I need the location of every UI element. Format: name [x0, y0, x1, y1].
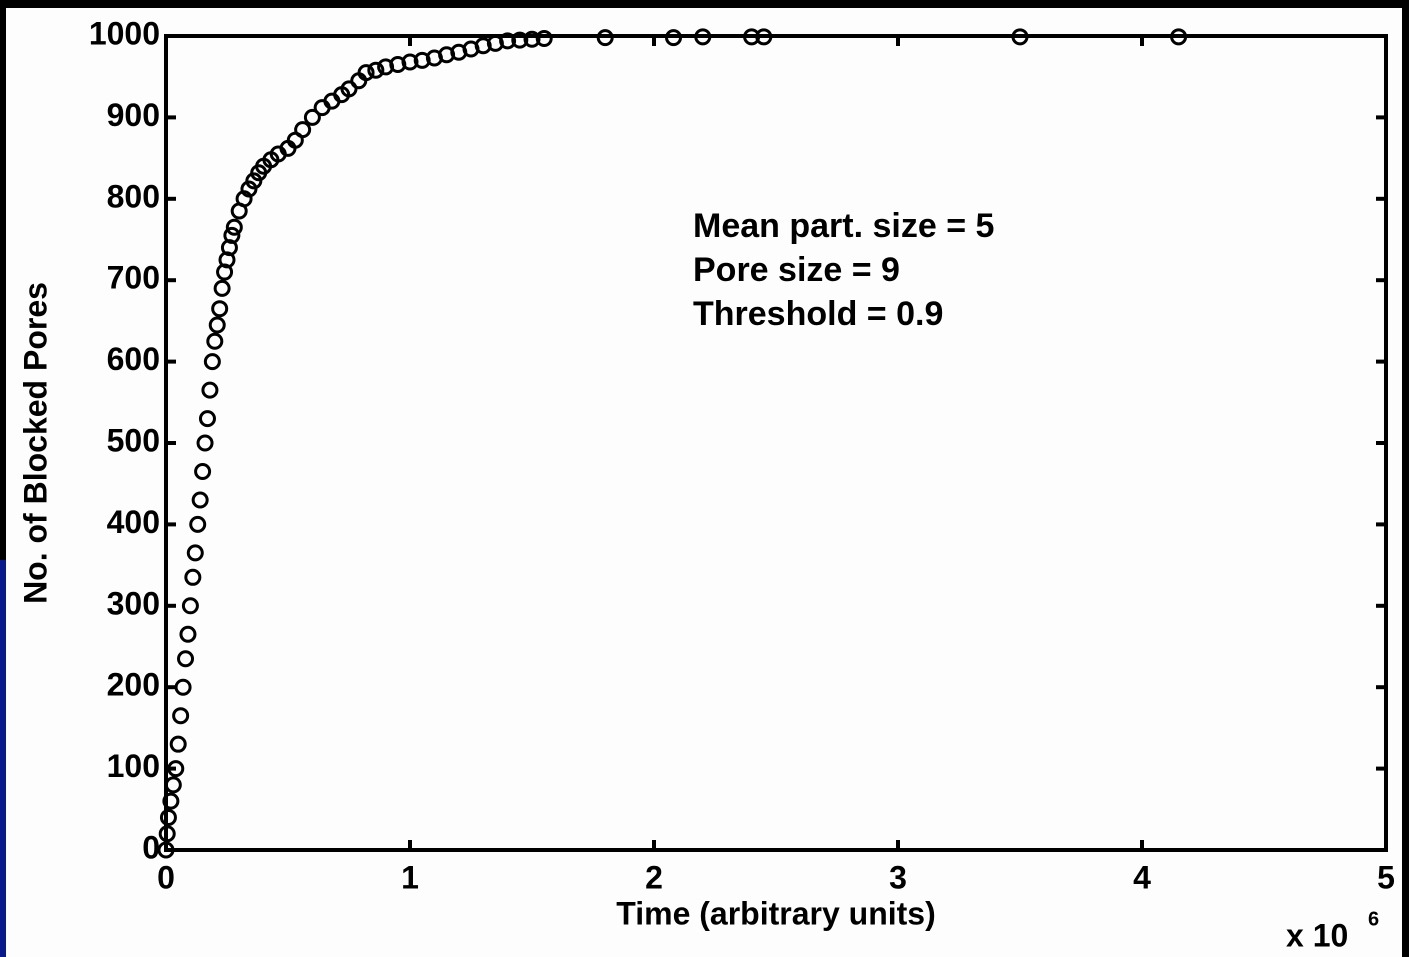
y-axis-label: No. of Blocked Pores — [17, 282, 53, 604]
point — [194, 462, 212, 480]
annotation: Mean part. size = 5 — [693, 207, 994, 245]
y-tick-label: 700 — [107, 260, 160, 296]
x-tick-label: 0 — [157, 859, 175, 895]
point — [367, 61, 385, 79]
y-tick-label: 100 — [107, 748, 160, 784]
point — [511, 31, 529, 49]
y-tick-label: 300 — [107, 585, 160, 621]
point — [167, 760, 185, 778]
point — [186, 544, 204, 562]
point — [535, 29, 553, 47]
x-tick-label: 5 — [1377, 859, 1395, 895]
point — [158, 825, 176, 843]
point — [213, 279, 231, 297]
point — [206, 332, 224, 350]
point — [181, 597, 199, 615]
point — [596, 29, 614, 47]
point — [189, 515, 207, 533]
point — [294, 121, 312, 139]
point — [157, 841, 175, 859]
point — [174, 678, 192, 696]
point — [211, 300, 229, 318]
point — [340, 80, 358, 98]
annotation: Threshold = 0.9 — [693, 295, 943, 333]
x-tick-label: 1 — [401, 859, 419, 895]
point — [694, 28, 712, 46]
point — [184, 568, 202, 586]
point — [162, 792, 180, 810]
point — [177, 650, 195, 668]
point — [303, 108, 321, 126]
x-multiplier-exponent: 6 — [1368, 908, 1379, 930]
slide-edge — [0, 560, 6, 957]
point — [755, 28, 773, 46]
figure-panel — [6, 8, 1402, 957]
point — [208, 316, 226, 334]
point — [164, 776, 182, 794]
x-axis-label: Time (arbitrary units) — [616, 895, 935, 931]
x-tick-label: 2 — [645, 859, 663, 895]
y-tick-label: 900 — [107, 97, 160, 133]
point — [169, 735, 187, 753]
x-multiplier: x 10 — [1286, 917, 1348, 953]
point — [743, 28, 761, 46]
point — [1170, 28, 1188, 46]
x-tick-label: 4 — [1133, 859, 1151, 895]
y-tick-label: 400 — [107, 504, 160, 540]
point — [203, 353, 221, 371]
point — [159, 808, 177, 826]
point — [665, 29, 683, 47]
y-tick-label: 200 — [107, 667, 160, 703]
point — [201, 381, 219, 399]
y-tick-label: 1000 — [89, 15, 160, 51]
point — [179, 625, 197, 643]
y-tick-label: 800 — [107, 178, 160, 214]
x-tick-label: 3 — [889, 859, 907, 895]
point — [499, 32, 517, 50]
point — [225, 218, 243, 236]
point — [191, 491, 209, 509]
point — [198, 410, 216, 428]
point — [196, 434, 214, 452]
plot — [157, 28, 1388, 859]
point — [1011, 28, 1029, 46]
point — [223, 226, 241, 244]
point — [401, 53, 419, 71]
point — [172, 707, 190, 725]
point — [357, 64, 375, 82]
annotation: Pore size = 9 — [693, 251, 900, 289]
y-tick-label: 600 — [107, 341, 160, 377]
y-tick-label: 500 — [107, 422, 160, 458]
point — [523, 30, 541, 48]
y-tick-label: 0 — [142, 829, 160, 865]
